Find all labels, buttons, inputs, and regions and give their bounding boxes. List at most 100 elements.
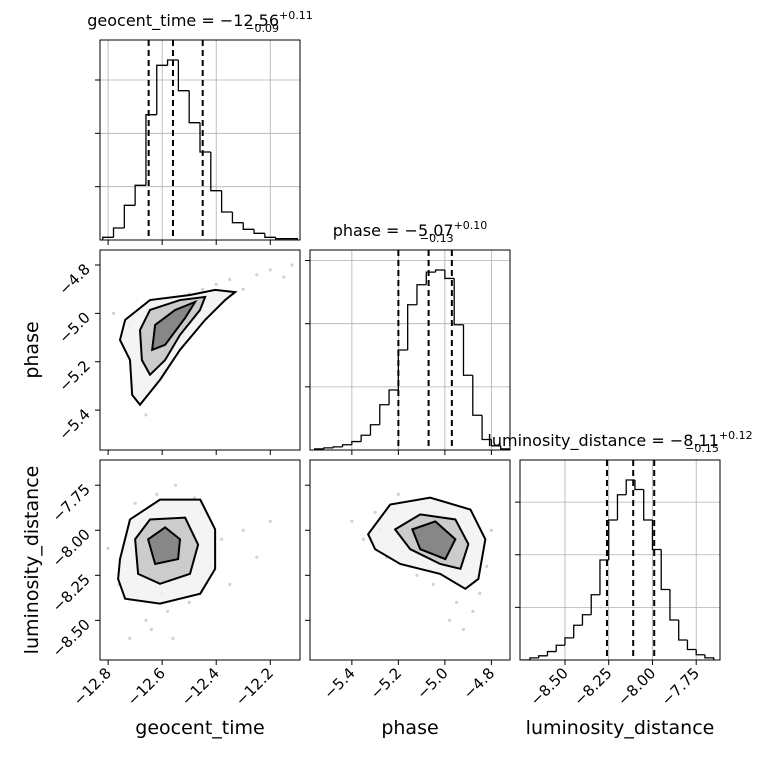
hist-bin <box>660 549 670 591</box>
x-axis-label: geocent_time <box>135 717 264 739</box>
x-tick-label: −5.0 <box>413 664 451 702</box>
hist-bin <box>581 614 592 626</box>
hist-bin <box>407 304 417 350</box>
hist-bin <box>416 284 427 305</box>
hist-bin <box>397 349 408 390</box>
x-tick-label: −8.00 <box>614 664 659 709</box>
hist-bin <box>102 236 114 240</box>
hist-bin <box>608 519 618 560</box>
sample-point <box>201 287 205 291</box>
x-tick-label: −12.2 <box>232 664 277 709</box>
y-tick-label: −4.8 <box>55 260 93 298</box>
panel-frame <box>519 459 721 661</box>
sample-point <box>282 275 286 279</box>
x-tick-label: −5.2 <box>367 664 405 702</box>
sample-point <box>228 582 232 586</box>
contour <box>146 526 182 566</box>
hist-bin <box>500 445 510 450</box>
hist-bin <box>643 489 653 521</box>
title-upper: +0.10 <box>454 219 488 232</box>
hist-bin <box>242 222 255 230</box>
panel-title: luminosity_distance = −8.11+0.12 −0.15 <box>487 429 752 455</box>
panel-plot <box>111 263 294 417</box>
hist-bin <box>704 654 715 660</box>
y-tick-label: −5.2 <box>55 357 93 395</box>
sample-point <box>144 618 148 622</box>
y-tick-label: −5.4 <box>55 405 93 443</box>
hist-bin <box>490 439 501 447</box>
hist-bin <box>112 227 125 238</box>
hist-bin <box>625 479 635 495</box>
title-main: geocent_time = −12.56 <box>87 11 279 31</box>
hist-bin <box>388 389 399 405</box>
hist-bin <box>425 271 436 285</box>
hist-bin <box>199 122 211 153</box>
sample-point <box>396 492 400 496</box>
hist-bin <box>590 594 600 615</box>
hist-bin <box>231 212 244 224</box>
sample-point <box>144 413 148 417</box>
title-upper: +0.12 <box>719 429 753 442</box>
hist-bin <box>538 655 548 658</box>
hist-bin <box>573 624 583 638</box>
sample-point <box>192 496 197 500</box>
panel-frame <box>99 39 301 241</box>
hist-bin <box>453 278 464 326</box>
hist-bin <box>678 620 688 641</box>
x-tick-label: −5.4 <box>320 664 358 702</box>
hist-bin <box>546 650 557 656</box>
panel-plot <box>520 460 720 660</box>
title-lower: −0.13 <box>420 232 454 245</box>
hist-bin <box>564 637 574 646</box>
hist-bin <box>145 114 157 186</box>
y-tick-label: −8.50 <box>49 615 94 660</box>
sample-point <box>174 483 178 487</box>
hist-bin <box>434 269 445 273</box>
sample-point <box>361 537 366 541</box>
hist-bin <box>444 270 455 280</box>
sample-point <box>485 564 489 568</box>
hist-bin <box>462 324 473 376</box>
sample-point <box>228 277 232 282</box>
hist-bin <box>472 375 483 416</box>
hist-bin <box>669 589 679 621</box>
hist-bin <box>177 60 190 92</box>
x-axis-label: phase <box>381 717 438 739</box>
sample-point <box>187 600 191 604</box>
hist-bin <box>323 447 334 449</box>
hist-bin <box>555 644 565 652</box>
sample-point <box>471 609 475 613</box>
y-tick-label: −8.25 <box>49 570 94 615</box>
sample-point <box>350 519 354 523</box>
sample-point <box>155 492 159 496</box>
panel-frame <box>309 459 511 661</box>
x-tick-label: −12.6 <box>124 664 169 709</box>
hist-bin <box>341 444 352 447</box>
hist-bin <box>616 494 627 520</box>
sample-point <box>268 519 272 523</box>
x-tick-label: −12.4 <box>178 664 223 709</box>
y-tick-label: −5.0 <box>55 308 93 346</box>
title-upper: +0.11 <box>279 9 313 22</box>
sample-point <box>415 573 419 577</box>
contour <box>411 520 457 561</box>
title-main: phase = −5.07 <box>333 221 454 240</box>
x-tick-label: −12.8 <box>70 664 115 709</box>
hist-bin <box>123 204 136 228</box>
x-tick-label: −8.25 <box>570 664 615 709</box>
sample-point <box>478 591 482 595</box>
panel-frame <box>99 459 301 661</box>
sample-point <box>220 537 224 541</box>
hist-bin <box>264 233 276 238</box>
hist-bin <box>686 640 697 651</box>
hist-bin <box>529 657 539 660</box>
panel-plot <box>350 492 493 631</box>
hist-bin <box>379 404 390 425</box>
sample-point <box>128 636 132 640</box>
panel-title: phase = −5.07+0.10 −0.13 <box>333 219 488 245</box>
hist-bin <box>634 480 644 491</box>
hist-bin <box>481 415 492 441</box>
sample-point <box>255 273 259 277</box>
